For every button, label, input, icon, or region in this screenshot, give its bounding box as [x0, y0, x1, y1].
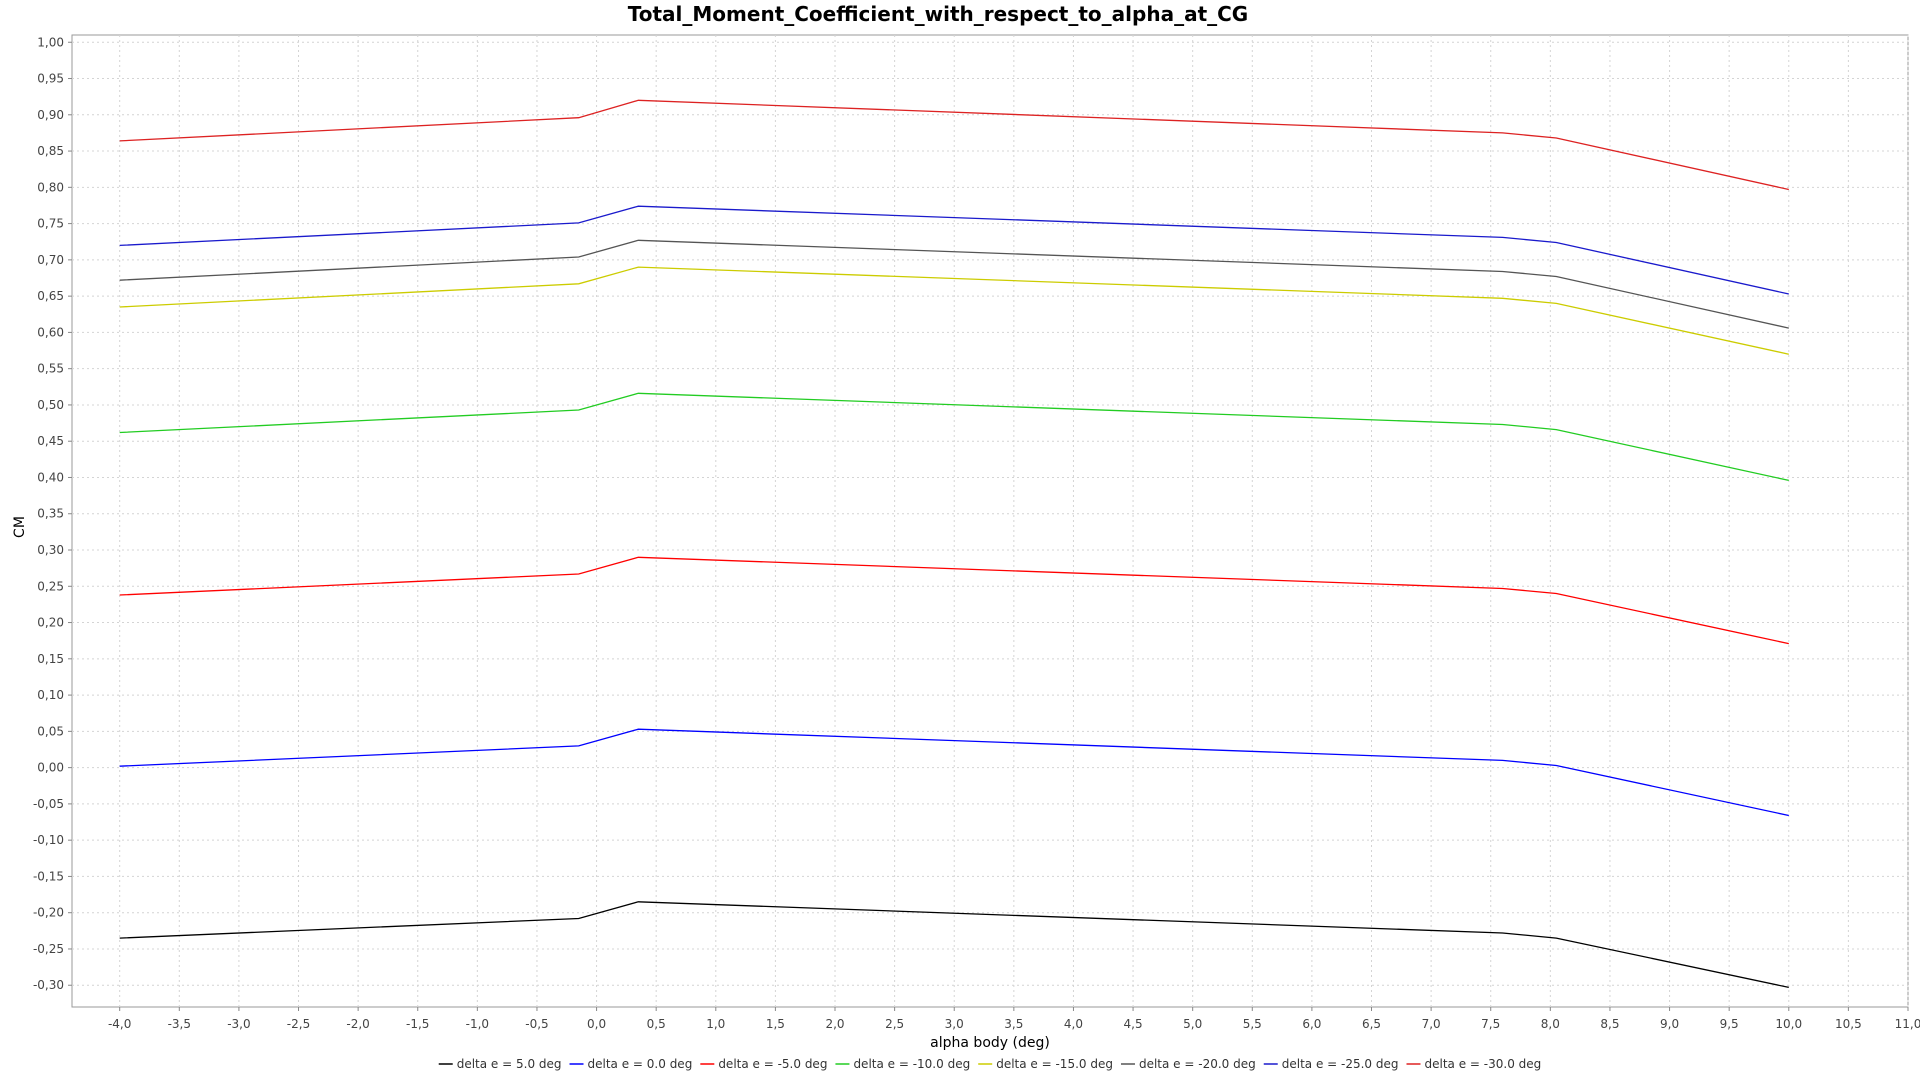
x-tick-label: -0,5 [525, 1017, 548, 1031]
series-line-1 [119, 728, 1789, 817]
x-tick-label: 4,5 [1124, 1017, 1143, 1031]
x-tick-label: 5,5 [1243, 1017, 1262, 1031]
y-tick-label: -0,25 [33, 942, 64, 956]
x-tick-label: 0,0 [587, 1017, 606, 1031]
x-tick-label: 3,0 [945, 1017, 964, 1031]
y-tick-label: -0,30 [33, 978, 64, 992]
x-tick-label: 7,5 [1481, 1017, 1500, 1031]
legend-label: delta e = -10.0 deg [853, 1057, 970, 1071]
legend-item: delta e = -25.0 deg [1263, 1057, 1399, 1071]
x-tick-label: 10,5 [1835, 1017, 1862, 1031]
y-tick-label: 0,15 [37, 652, 64, 666]
y-tick-label: 1,00 [37, 35, 64, 49]
legend-label: delta e = -15.0 deg [996, 1057, 1113, 1071]
legend-label: delta e = -30.0 deg [1425, 1057, 1542, 1071]
legend-label: delta e = 0.0 deg [588, 1057, 693, 1071]
y-tick-label: 0,95 [37, 72, 64, 86]
legend-label: delta e = 5.0 deg [457, 1057, 562, 1071]
legend-item: delta e = 5.0 deg [438, 1057, 562, 1071]
y-tick-label: 0,55 [37, 362, 64, 376]
x-tick-label: 10,0 [1775, 1017, 1802, 1031]
y-tick-label: 0,10 [37, 688, 64, 702]
x-tick-label: 3,5 [1004, 1017, 1023, 1031]
series-line-7 [119, 99, 1789, 191]
y-tick-label: 0,45 [37, 434, 64, 448]
x-tick-label: -1,5 [406, 1017, 429, 1031]
x-tick-label: 4,0 [1064, 1017, 1083, 1031]
x-tick-label: 0,5 [647, 1017, 666, 1031]
y-tick-label: -0,20 [33, 906, 64, 920]
y-tick-label: 0,25 [37, 579, 64, 593]
x-tick-label: -2,5 [287, 1017, 310, 1031]
grid [72, 35, 1909, 1007]
series-lines [119, 99, 1789, 989]
series-line-2 [119, 556, 1789, 645]
x-tick-label: 1,5 [766, 1017, 785, 1031]
y-tick-label: -0,05 [33, 797, 64, 811]
y-tick-label: 0,75 [37, 217, 64, 231]
y-tick-label: 0,35 [37, 507, 64, 521]
series-line-6 [119, 205, 1789, 295]
x-tick-label: 7,0 [1422, 1017, 1441, 1031]
x-tick-label: 2,5 [885, 1017, 904, 1031]
y-tick-label: 0,65 [37, 289, 64, 303]
y-tick-label: 0,60 [37, 325, 64, 339]
x-axis-label: alpha body (deg) [930, 1035, 1050, 1051]
y-tick-label: 0,20 [37, 616, 64, 630]
legend-item: delta e = -10.0 deg [835, 1057, 970, 1071]
x-tick-label: 8,5 [1600, 1017, 1619, 1031]
series-line-5 [119, 239, 1789, 329]
series-line-4 [119, 266, 1789, 355]
x-tick-label: 5,0 [1183, 1017, 1202, 1031]
y-tick-label: 0,05 [37, 724, 64, 738]
series-line-0 [119, 901, 1789, 989]
x-tick-label: 2,0 [825, 1017, 844, 1031]
x-tick-label: -4,0 [108, 1017, 131, 1031]
x-tick-label: -3,5 [168, 1017, 191, 1031]
x-tick-label: 9,0 [1660, 1017, 1679, 1031]
legend-label: delta e = -25.0 deg [1282, 1057, 1399, 1071]
y-tick-label: 0,40 [37, 470, 64, 484]
x-tick-label: 8,0 [1541, 1017, 1560, 1031]
plot-area [71, 34, 1909, 1008]
x-tick-label: 6,0 [1302, 1017, 1321, 1031]
y-tick-label: 0,50 [37, 398, 64, 412]
legend: delta e = 5.0 deg delta e = 0.0 deg delta … [438, 1057, 1542, 1071]
x-tick-label: -2,0 [346, 1017, 369, 1031]
y-tick-label: 0,70 [37, 253, 64, 267]
y-tick-label: -0,10 [33, 833, 64, 847]
y-tick-label: 0,80 [37, 180, 64, 194]
legend-label: delta e = -5.0 deg [718, 1057, 827, 1071]
y-axis-label: CM [12, 516, 28, 538]
x-tick-label: 1,0 [706, 1017, 725, 1031]
legend-item: delta e = 0.0 deg [569, 1057, 693, 1071]
series-line-3 [119, 392, 1789, 482]
legend-item: delta e = -5.0 deg [700, 1057, 827, 1071]
x-tick-label: -1,0 [466, 1017, 489, 1031]
legend-label: delta e = -20.0 deg [1139, 1057, 1256, 1071]
x-tick-label: 6,5 [1362, 1017, 1381, 1031]
y-tick-label: 0,85 [37, 144, 64, 158]
y-tick-label: 0,30 [37, 543, 64, 557]
legend-item: delta e = -30.0 deg [1406, 1057, 1542, 1071]
axes: -4,0 -3,5 -3,0 -2,5 -2,0 -1,5 -1,0 -0,5 0,0 0,5 1,… [33, 35, 1920, 1031]
x-tick-label: -3,0 [227, 1017, 250, 1031]
y-tick-label: 0,00 [37, 761, 64, 775]
chart-title: Total_Moment_Coefficient_with_respect_to… [628, 2, 1248, 26]
x-tick-label: 9,5 [1720, 1017, 1739, 1031]
legend-item: delta e = -20.0 deg [1120, 1057, 1256, 1071]
legend-item: delta e = -15.0 deg [978, 1057, 1113, 1071]
y-tick-label: 0,90 [37, 108, 64, 122]
y-tick-label: -0,15 [33, 869, 64, 883]
x-tick-label: 11,0 [1895, 1017, 1920, 1031]
